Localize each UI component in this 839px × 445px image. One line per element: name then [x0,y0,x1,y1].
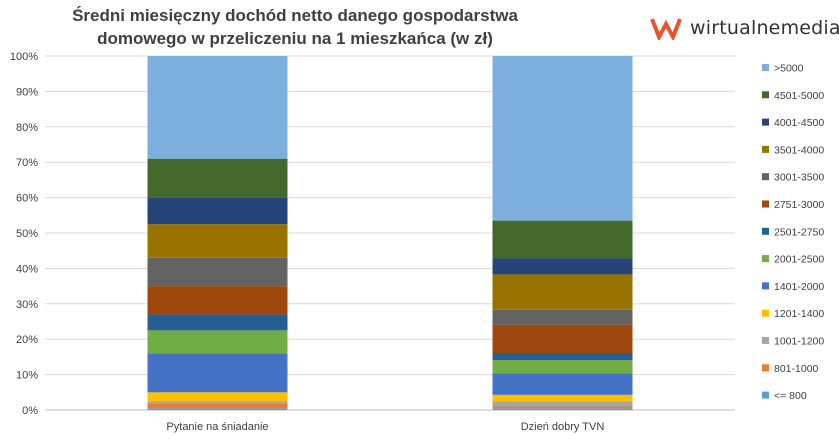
x-category-label: Dzień dobry TVN [521,421,605,433]
wirtualnemedia-logo: wirtualnemedia [650,14,839,42]
chart-title-line-2: domowego w przeliczeniu na 1 mieszkańca … [97,29,493,48]
legend-swatch [762,364,769,372]
bar-segment [147,330,288,354]
legend-label: 3501-4000 [774,144,824,156]
y-tick-label: 0% [22,405,38,417]
y-tick-label: 80% [16,122,38,134]
bar-segment [492,309,633,325]
bar-segment [147,408,288,410]
legend-label: 4001-4500 [774,117,824,129]
legend-label: 801-1000 [774,363,819,375]
legend-swatch [762,64,769,71]
legend-label: >5000 [774,63,804,75]
legend-swatch [762,145,769,153]
legend-swatch [762,337,769,344]
bar-segment [492,401,633,407]
bar-segment [147,401,288,404]
legend-swatch [762,173,769,181]
legend-swatch [762,200,769,208]
y-tick-label: 20% [16,334,38,346]
bar-segment [492,274,633,310]
y-tick-label: 30% [16,299,38,311]
y-tick-label: 70% [16,157,38,169]
legend-swatch [762,282,769,290]
bar-segment [492,324,633,354]
bar-segment [492,406,633,409]
logo-text: wirtualnemedia [690,17,839,39]
bar-segment [147,392,288,402]
bar-segment [147,158,288,198]
wirtualnemedia-logo-icon [650,18,682,40]
y-tick-label: 40% [16,263,38,275]
y-tick-label: 90% [16,86,38,98]
legend-swatch [762,391,769,399]
bar-segment [147,197,288,225]
bar-segment [147,314,288,331]
bar-segment [492,56,633,221]
bar-segment [492,258,633,275]
legend-swatch [762,309,769,317]
legend-swatch [762,118,769,126]
y-tick-label: 100% [10,51,38,63]
bar-segment [147,56,288,159]
x-category-label: Pytanie na śniadanie [166,421,268,433]
legend-label: 1201-1400 [774,308,824,320]
legend-swatch [762,227,769,235]
legend-label: 3001-3500 [774,172,824,184]
y-axis: 0% 10% 20% 30% 40% 50% 60% 70% 80% 90% 100% [10,51,38,417]
bar-segment [147,353,288,393]
bar-segment [492,220,633,259]
legend-swatch [762,91,769,99]
y-tick-label: 50% [16,228,38,240]
chart-title: Średni miesięczny dochód netto danego go… [0,4,590,50]
bar-segment [492,353,633,361]
bar-segment [492,360,633,374]
legend-label: 2001-2500 [774,254,824,266]
legend-label: <= 800 [774,390,807,402]
bar-segment [492,373,633,395]
bar-segment [147,403,288,409]
legend-label: 4501-5000 [774,90,824,102]
legend-label: 1001-1200 [774,336,824,348]
legend: >5000 4501-5000 4001-4500 3501-4000 3001-350… [762,63,824,402]
legend-label: 2501-2750 [774,226,824,238]
bars [147,56,633,410]
legend-label: 1401-2000 [774,281,824,293]
chart-title-line-1: Średni miesięczny dochód netto danego go… [72,6,518,25]
y-tick-label: 10% [16,370,38,382]
bar-segment [147,286,288,315]
bar-segment [147,257,288,287]
x-axis-labels: Pytanie na śniadanie Dzień dobry TVN [166,421,604,433]
bar-segment [147,224,288,258]
bar-segment [492,408,633,410]
legend-swatch [762,255,769,263]
y-tick-label: 60% [16,193,38,205]
bar-segment [492,394,633,402]
legend-label: 2751-3000 [774,199,824,211]
